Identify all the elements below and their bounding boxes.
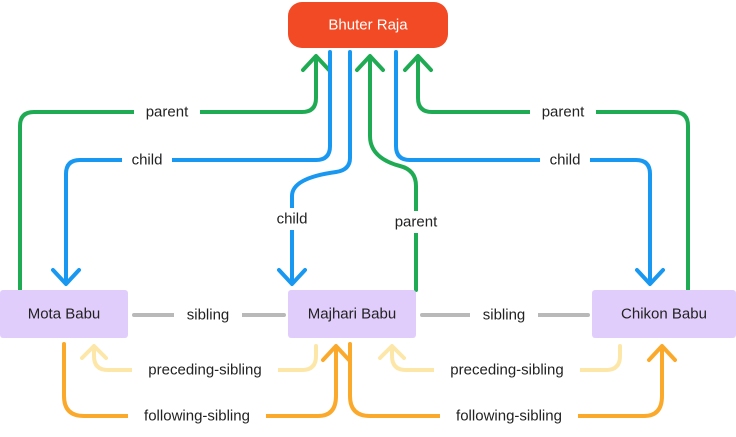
label-preceding-sibling-left: preceding-sibling (148, 362, 261, 379)
arrowhead-preceding-majhari-mota (80, 344, 108, 360)
edge-label-parent-middle: parent (384, 211, 448, 233)
arrowhead-child-chikon (635, 268, 665, 286)
node-label-bhuter-raja: Bhuter Raja (328, 17, 408, 34)
edge-label-child-right: child (540, 149, 590, 171)
node-bhuter-raja: Bhuter Raja (288, 2, 448, 48)
node-label-majhari-babu: Majhari Babu (308, 306, 396, 323)
node-chikon-babu: Chikon Babu (592, 290, 736, 338)
edge-label-preceding-left: preceding-sibling (132, 359, 278, 381)
label-child-middle: child (277, 211, 308, 228)
edge-child-majhari (290, 50, 352, 284)
label-following-sibling-right: following-sibling (456, 408, 562, 425)
arrowhead-parent-mota (301, 54, 331, 72)
edge-label-parent-left: parent (134, 101, 200, 123)
edge-label-preceding-right: preceding-sibling (434, 359, 580, 381)
label-preceding-sibling-right: preceding-sibling (450, 362, 563, 379)
edge-label-parent-right: parent (530, 101, 596, 123)
label-following-sibling-left: following-sibling (144, 408, 250, 425)
arrowhead-child-majhari (277, 268, 307, 286)
edge-child-chikon (394, 50, 652, 284)
arrowhead-parent-majhari (355, 54, 385, 72)
edge-label-child-left: child (122, 149, 172, 171)
label-child-right: child (550, 152, 581, 169)
label-parent-left: parent (146, 104, 189, 121)
arrowhead-parent-chikon (403, 54, 433, 72)
arrowhead-preceding-chikon-majhari (378, 344, 406, 360)
node-majhari-babu: Majhari Babu (288, 290, 416, 338)
label-sibling-left: sibling (187, 307, 230, 324)
edge-label-child-middle: child (267, 208, 317, 230)
edge-parent-majhari (368, 56, 418, 292)
node-label-mota-babu: Mota Babu (28, 306, 101, 323)
arrowhead-child-mota (51, 268, 81, 286)
arrowhead-following-majhari-chikon (647, 344, 677, 362)
node-mota-babu: Mota Babu (0, 290, 128, 338)
node-label-chikon-babu: Chikon Babu (621, 306, 707, 323)
label-child-left: child (132, 152, 163, 169)
edge-label-following-left: following-sibling (128, 405, 266, 427)
edge-label-following-right: following-sibling (440, 405, 578, 427)
arrowhead-following-mota-majhari (321, 344, 351, 362)
edge-child-mota (64, 50, 332, 284)
label-parent-right: parent (542, 104, 585, 121)
edge-label-sibling-left: sibling (174, 304, 242, 326)
label-parent-middle: parent (395, 214, 438, 231)
edge-label-sibling-right: sibling (470, 304, 538, 326)
label-sibling-right: sibling (483, 307, 526, 324)
edge-parent-chikon (416, 56, 690, 292)
